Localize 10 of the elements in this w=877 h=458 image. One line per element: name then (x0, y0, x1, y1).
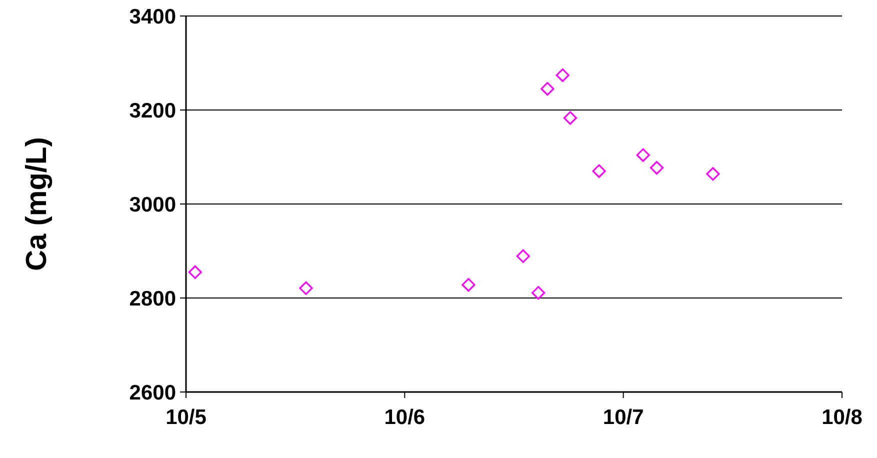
y-tick-label: 2600 (129, 381, 176, 404)
y-tick-label: 3000 (129, 193, 176, 216)
y-tick-label: 2800 (129, 287, 176, 310)
y-tick-label: 3200 (129, 99, 176, 122)
y-tick-label: 3400 (129, 5, 176, 28)
x-tick-label: 10/7 (602, 406, 644, 429)
x-tick-label: 10/8 (822, 406, 863, 429)
x-tick-label: 10/6 (384, 406, 426, 429)
y-axis-title: Ca (mg/L) (21, 137, 53, 271)
x-tick-label: 10/5 (166, 406, 207, 429)
